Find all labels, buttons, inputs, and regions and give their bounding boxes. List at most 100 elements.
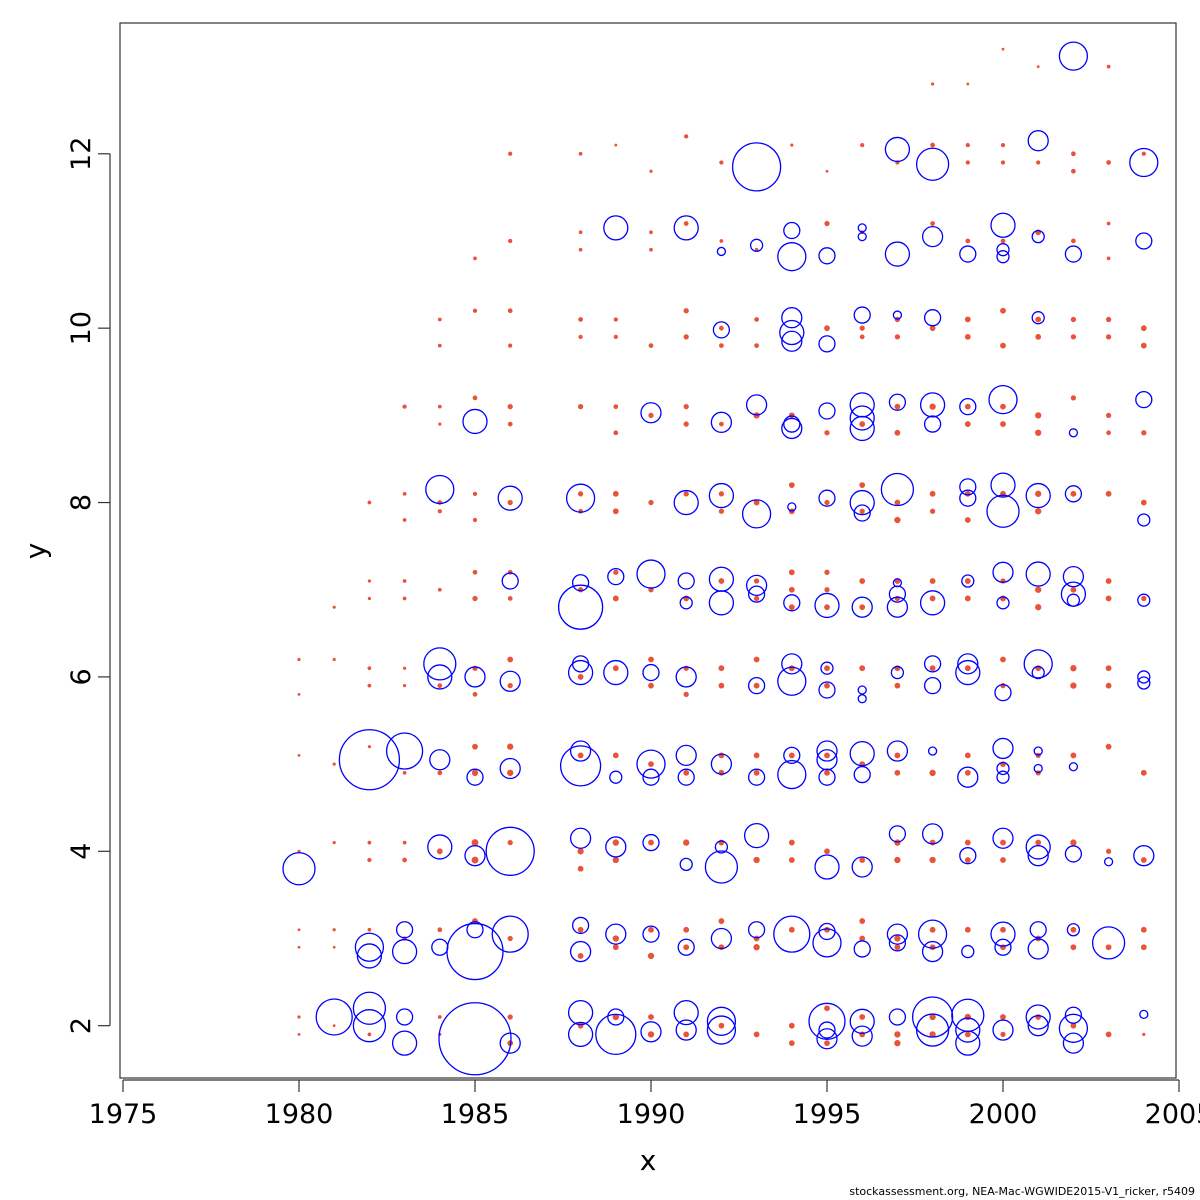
negative-residual-point [964, 926, 971, 933]
positive-residual-point [499, 757, 521, 780]
negative-residual-point [824, 682, 830, 689]
negative-residual-point [1142, 1032, 1146, 1037]
positive-residual-point [994, 938, 1012, 956]
negative-residual-point [1140, 857, 1147, 863]
negative-residual-point [578, 317, 583, 322]
negative-residual-point [753, 944, 760, 951]
negative-residual-point [367, 857, 372, 863]
negative-residual-point [894, 769, 901, 776]
negative-residual-point [473, 256, 477, 261]
positive-residual-point [888, 1008, 907, 1026]
negative-residual-point [1000, 403, 1006, 410]
negative-residual-point [719, 239, 724, 243]
positive-residual-point [1068, 428, 1079, 438]
y-tick-label: 2 [66, 1017, 97, 1034]
negative-residual-point [788, 926, 795, 933]
positive-residual-point [282, 852, 316, 886]
negative-residual-point [788, 604, 795, 611]
negative-residual-point [1141, 595, 1147, 602]
positive-residual-point [849, 392, 875, 418]
negative-residual-point [1105, 682, 1112, 689]
negative-residual-point [613, 430, 619, 436]
negative-residual-point [824, 569, 830, 575]
negative-residual-point [683, 944, 690, 951]
negative-residual-point [1140, 769, 1147, 776]
positive-residual-point [919, 590, 946, 616]
negative-residual-point [753, 499, 760, 506]
positive-residual-point [1137, 593, 1151, 607]
positive-residual-point [1135, 391, 1153, 409]
positive-residual-point [466, 921, 484, 939]
negative-residual-point [964, 1031, 971, 1038]
negative-residual-point [788, 1040, 795, 1047]
negative-residual-point [578, 230, 583, 235]
positive-residual-point [1103, 857, 1114, 867]
negative-residual-point [472, 569, 478, 575]
positive-residual-point [423, 647, 457, 681]
positive-residual-point [990, 472, 1016, 498]
negative-residual-point [507, 743, 514, 750]
negative-residual-point [788, 586, 795, 593]
negative-residual-point [859, 482, 866, 489]
negative-residual-point [684, 134, 689, 139]
negative-residual-point [507, 596, 513, 601]
positive-residual-point [642, 925, 660, 943]
positive-residual-point [710, 927, 733, 950]
negative-residual-point [648, 926, 654, 933]
negative-residual-point [1106, 64, 1111, 69]
negative-residual-point [1071, 151, 1076, 157]
negative-residual-point [507, 839, 513, 846]
positive-residual-point [849, 489, 875, 516]
positive-residual-point [996, 250, 1010, 264]
positive-residual-point [814, 592, 840, 619]
negative-residual-point [718, 682, 725, 689]
negative-residual-point [824, 1005, 830, 1012]
negative-residual-point [719, 325, 724, 331]
positive-residual-point [818, 681, 836, 699]
negative-residual-point [929, 926, 936, 933]
negative-residual-point [965, 238, 971, 244]
positive-residual-point [921, 940, 944, 963]
positive-residual-point [1027, 845, 1049, 867]
positive-residual-point [888, 585, 907, 603]
positive-residual-point [640, 402, 662, 424]
positive-residual-point [491, 915, 529, 953]
negative-residual-point [824, 587, 830, 593]
positive-residual-point [959, 847, 977, 865]
negative-residual-point [719, 421, 724, 427]
negative-residual-point [964, 1013, 971, 1021]
positive-residual-point [818, 922, 836, 941]
negative-residual-point [367, 840, 372, 845]
negative-residual-point [437, 770, 443, 776]
positive-residual-point [1091, 926, 1126, 960]
negative-residual-point [964, 665, 971, 672]
positive-residual-point [851, 1025, 873, 1047]
positive-residual-point [395, 1008, 414, 1026]
positive-residual-point [1135, 232, 1153, 250]
negative-residual-point [1000, 1031, 1006, 1038]
positive-residual-point [892, 310, 903, 320]
positive-residual-point [857, 223, 867, 233]
negative-residual-point [859, 421, 866, 427]
positive-residual-point [595, 1013, 637, 1056]
negative-residual-point [613, 404, 619, 410]
positive-residual-point [464, 666, 486, 688]
negative-residual-point [824, 752, 830, 759]
positive-residual-point [464, 845, 486, 867]
positive-residual-point [675, 744, 697, 767]
negative-residual-point [577, 491, 584, 497]
x-tick-label: 1990 [617, 1099, 686, 1130]
negative-residual-point [683, 1031, 690, 1038]
negative-residual-point [1070, 316, 1077, 323]
negative-residual-point [790, 143, 794, 147]
negative-residual-point [1105, 412, 1112, 418]
positive-residual-point [783, 594, 801, 612]
negative-residual-point [578, 151, 583, 156]
positive-residual-point [994, 683, 1012, 702]
positive-residual-point [1058, 1013, 1089, 1043]
positive-residual-point [923, 655, 942, 673]
positive-residual-point [853, 504, 871, 522]
positive-residual-point [640, 1021, 662, 1043]
negative-residual-point [754, 343, 759, 348]
negative-residual-point [578, 334, 583, 340]
